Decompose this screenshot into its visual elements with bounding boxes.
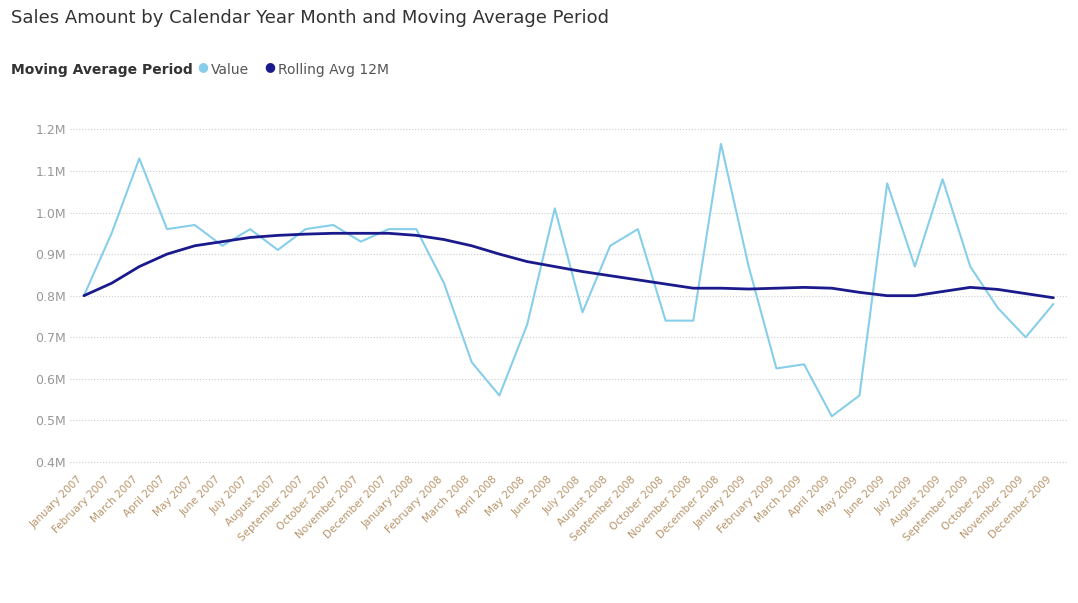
Text: Rolling Avg 12M: Rolling Avg 12M: [278, 63, 389, 77]
Text: Sales Amount by Calendar Year Month and Moving Average Period: Sales Amount by Calendar Year Month and …: [11, 9, 609, 27]
Text: ●: ●: [197, 60, 208, 74]
Text: Moving Average Period: Moving Average Period: [11, 63, 193, 77]
Text: Value: Value: [211, 63, 249, 77]
Text: ●: ●: [264, 60, 275, 74]
